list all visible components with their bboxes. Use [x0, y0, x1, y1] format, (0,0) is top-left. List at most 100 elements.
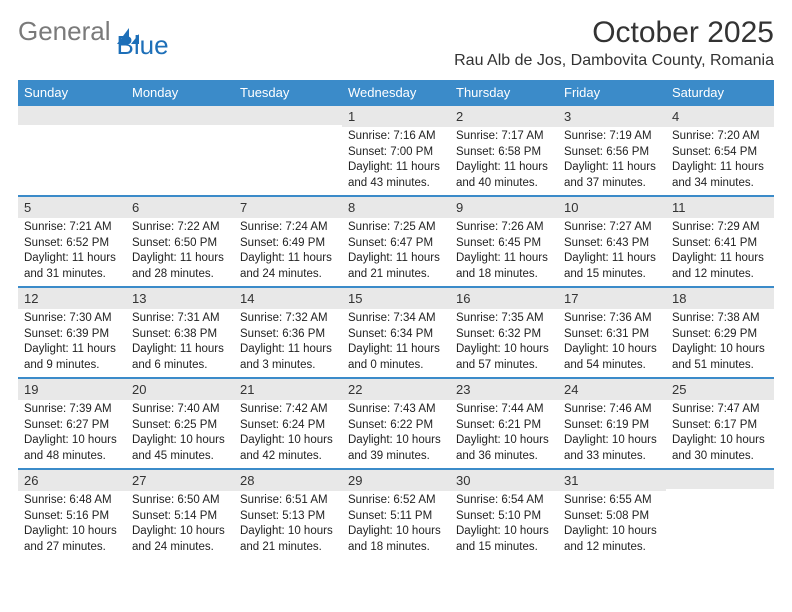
day-sunrise: Sunrise: 7:46 AM	[564, 402, 660, 418]
day-sunset: Sunset: 5:16 PM	[24, 509, 120, 525]
day-sunset: Sunset: 6:25 PM	[132, 418, 228, 434]
calendar-day-cell: 2Sunrise: 7:17 AMSunset: 6:58 PMDaylight…	[450, 104, 558, 195]
day-sunrise: Sunrise: 7:24 AM	[240, 220, 336, 236]
calendar-day-cell: 23Sunrise: 7:44 AMSunset: 6:21 PMDayligh…	[450, 377, 558, 468]
day-sunrise: Sunrise: 7:29 AM	[672, 220, 768, 236]
calendar-day-cell	[126, 104, 234, 195]
day-details: Sunrise: 7:19 AMSunset: 6:56 PMDaylight:…	[558, 127, 666, 195]
day-sunset: Sunset: 6:54 PM	[672, 145, 768, 161]
day-number: 9	[450, 195, 558, 218]
weekday-header: Saturday	[666, 80, 774, 104]
day-sunset: Sunset: 6:43 PM	[564, 236, 660, 252]
day-sunset: Sunset: 5:11 PM	[348, 509, 444, 525]
day-details: Sunrise: 6:52 AMSunset: 5:11 PMDaylight:…	[342, 491, 450, 559]
day-number: 19	[18, 377, 126, 400]
calendar-day-cell: 4Sunrise: 7:20 AMSunset: 6:54 PMDaylight…	[666, 104, 774, 195]
day-daylight1: Daylight: 11 hours	[240, 251, 336, 267]
day-daylight1: Daylight: 10 hours	[24, 433, 120, 449]
calendar-day-cell	[234, 104, 342, 195]
day-daylight1: Daylight: 11 hours	[672, 251, 768, 267]
day-daylight2: and 9 minutes.	[24, 358, 120, 374]
day-details: Sunrise: 7:38 AMSunset: 6:29 PMDaylight:…	[666, 309, 774, 377]
weekday-header: Friday	[558, 80, 666, 104]
day-details: Sunrise: 7:20 AMSunset: 6:54 PMDaylight:…	[666, 127, 774, 195]
calendar-day-cell: 5Sunrise: 7:21 AMSunset: 6:52 PMDaylight…	[18, 195, 126, 286]
day-daylight1: Daylight: 11 hours	[132, 342, 228, 358]
day-details: Sunrise: 6:54 AMSunset: 5:10 PMDaylight:…	[450, 491, 558, 559]
day-sunset: Sunset: 6:19 PM	[564, 418, 660, 434]
calendar-day-cell: 6Sunrise: 7:22 AMSunset: 6:50 PMDaylight…	[126, 195, 234, 286]
day-sunrise: Sunrise: 6:55 AM	[564, 493, 660, 509]
calendar-day-cell: 17Sunrise: 7:36 AMSunset: 6:31 PMDayligh…	[558, 286, 666, 377]
day-sunset: Sunset: 6:24 PM	[240, 418, 336, 434]
day-daylight1: Daylight: 10 hours	[564, 342, 660, 358]
day-details: Sunrise: 7:21 AMSunset: 6:52 PMDaylight:…	[18, 218, 126, 286]
weekday-header-row: SundayMondayTuesdayWednesdayThursdayFrid…	[18, 80, 774, 104]
day-sunrise: Sunrise: 7:39 AM	[24, 402, 120, 418]
day-daylight2: and 21 minutes.	[348, 267, 444, 283]
day-sunset: Sunset: 5:13 PM	[240, 509, 336, 525]
day-details: Sunrise: 6:55 AMSunset: 5:08 PMDaylight:…	[558, 491, 666, 559]
day-details: Sunrise: 7:34 AMSunset: 6:34 PMDaylight:…	[342, 309, 450, 377]
day-daylight2: and 15 minutes.	[456, 540, 552, 556]
day-sunset: Sunset: 6:27 PM	[24, 418, 120, 434]
calendar-day-cell: 12Sunrise: 7:30 AMSunset: 6:39 PMDayligh…	[18, 286, 126, 377]
day-daylight2: and 45 minutes.	[132, 449, 228, 465]
calendar-day-cell	[18, 104, 126, 195]
day-details: Sunrise: 7:16 AMSunset: 7:00 PMDaylight:…	[342, 127, 450, 195]
day-number: 6	[126, 195, 234, 218]
day-sunrise: Sunrise: 7:20 AM	[672, 129, 768, 145]
calendar-day-cell: 14Sunrise: 7:32 AMSunset: 6:36 PMDayligh…	[234, 286, 342, 377]
calendar-day-cell: 15Sunrise: 7:34 AMSunset: 6:34 PMDayligh…	[342, 286, 450, 377]
calendar-day-cell: 13Sunrise: 7:31 AMSunset: 6:38 PMDayligh…	[126, 286, 234, 377]
calendar-day-cell: 21Sunrise: 7:42 AMSunset: 6:24 PMDayligh…	[234, 377, 342, 468]
day-sunrise: Sunrise: 7:35 AM	[456, 311, 552, 327]
calendar-day-cell: 20Sunrise: 7:40 AMSunset: 6:25 PMDayligh…	[126, 377, 234, 468]
calendar-table: SundayMondayTuesdayWednesdayThursdayFrid…	[18, 80, 774, 559]
day-daylight1: Daylight: 11 hours	[132, 251, 228, 267]
day-details: Sunrise: 7:32 AMSunset: 6:36 PMDaylight:…	[234, 309, 342, 377]
day-sunset: Sunset: 6:36 PM	[240, 327, 336, 343]
day-number	[666, 468, 774, 489]
day-sunset: Sunset: 6:39 PM	[24, 327, 120, 343]
day-sunrise: Sunrise: 7:19 AM	[564, 129, 660, 145]
day-daylight2: and 43 minutes.	[348, 176, 444, 192]
day-daylight2: and 0 minutes.	[348, 358, 444, 374]
day-daylight1: Daylight: 11 hours	[348, 342, 444, 358]
day-sunset: Sunset: 6:21 PM	[456, 418, 552, 434]
day-daylight2: and 42 minutes.	[240, 449, 336, 465]
calendar-day-cell: 3Sunrise: 7:19 AMSunset: 6:56 PMDaylight…	[558, 104, 666, 195]
day-details: Sunrise: 7:42 AMSunset: 6:24 PMDaylight:…	[234, 400, 342, 468]
day-daylight1: Daylight: 10 hours	[564, 433, 660, 449]
day-daylight1: Daylight: 11 hours	[348, 251, 444, 267]
day-details	[126, 125, 234, 131]
calendar-week-row: 5Sunrise: 7:21 AMSunset: 6:52 PMDaylight…	[18, 195, 774, 286]
day-sunrise: Sunrise: 7:42 AM	[240, 402, 336, 418]
day-details: Sunrise: 7:27 AMSunset: 6:43 PMDaylight:…	[558, 218, 666, 286]
day-sunset: Sunset: 6:32 PM	[456, 327, 552, 343]
calendar-day-cell: 8Sunrise: 7:25 AMSunset: 6:47 PMDaylight…	[342, 195, 450, 286]
day-number: 16	[450, 286, 558, 309]
day-number	[126, 104, 234, 125]
calendar-day-cell: 28Sunrise: 6:51 AMSunset: 5:13 PMDayligh…	[234, 468, 342, 559]
day-daylight2: and 57 minutes.	[456, 358, 552, 374]
day-number: 2	[450, 104, 558, 127]
calendar-day-cell: 25Sunrise: 7:47 AMSunset: 6:17 PMDayligh…	[666, 377, 774, 468]
day-sunset: Sunset: 6:31 PM	[564, 327, 660, 343]
day-number: 23	[450, 377, 558, 400]
day-details: Sunrise: 7:31 AMSunset: 6:38 PMDaylight:…	[126, 309, 234, 377]
day-sunrise: Sunrise: 7:16 AM	[348, 129, 444, 145]
day-sunset: Sunset: 6:45 PM	[456, 236, 552, 252]
weekday-header: Thursday	[450, 80, 558, 104]
header: General Blue October 2025 Rau Alb de Jos…	[18, 16, 774, 74]
day-details	[234, 125, 342, 131]
day-number: 11	[666, 195, 774, 218]
day-sunrise: Sunrise: 6:48 AM	[24, 493, 120, 509]
day-number: 13	[126, 286, 234, 309]
day-daylight1: Daylight: 11 hours	[564, 251, 660, 267]
day-daylight2: and 34 minutes.	[672, 176, 768, 192]
day-daylight2: and 24 minutes.	[240, 267, 336, 283]
day-number: 14	[234, 286, 342, 309]
day-sunrise: Sunrise: 7:38 AM	[672, 311, 768, 327]
day-daylight1: Daylight: 11 hours	[24, 342, 120, 358]
